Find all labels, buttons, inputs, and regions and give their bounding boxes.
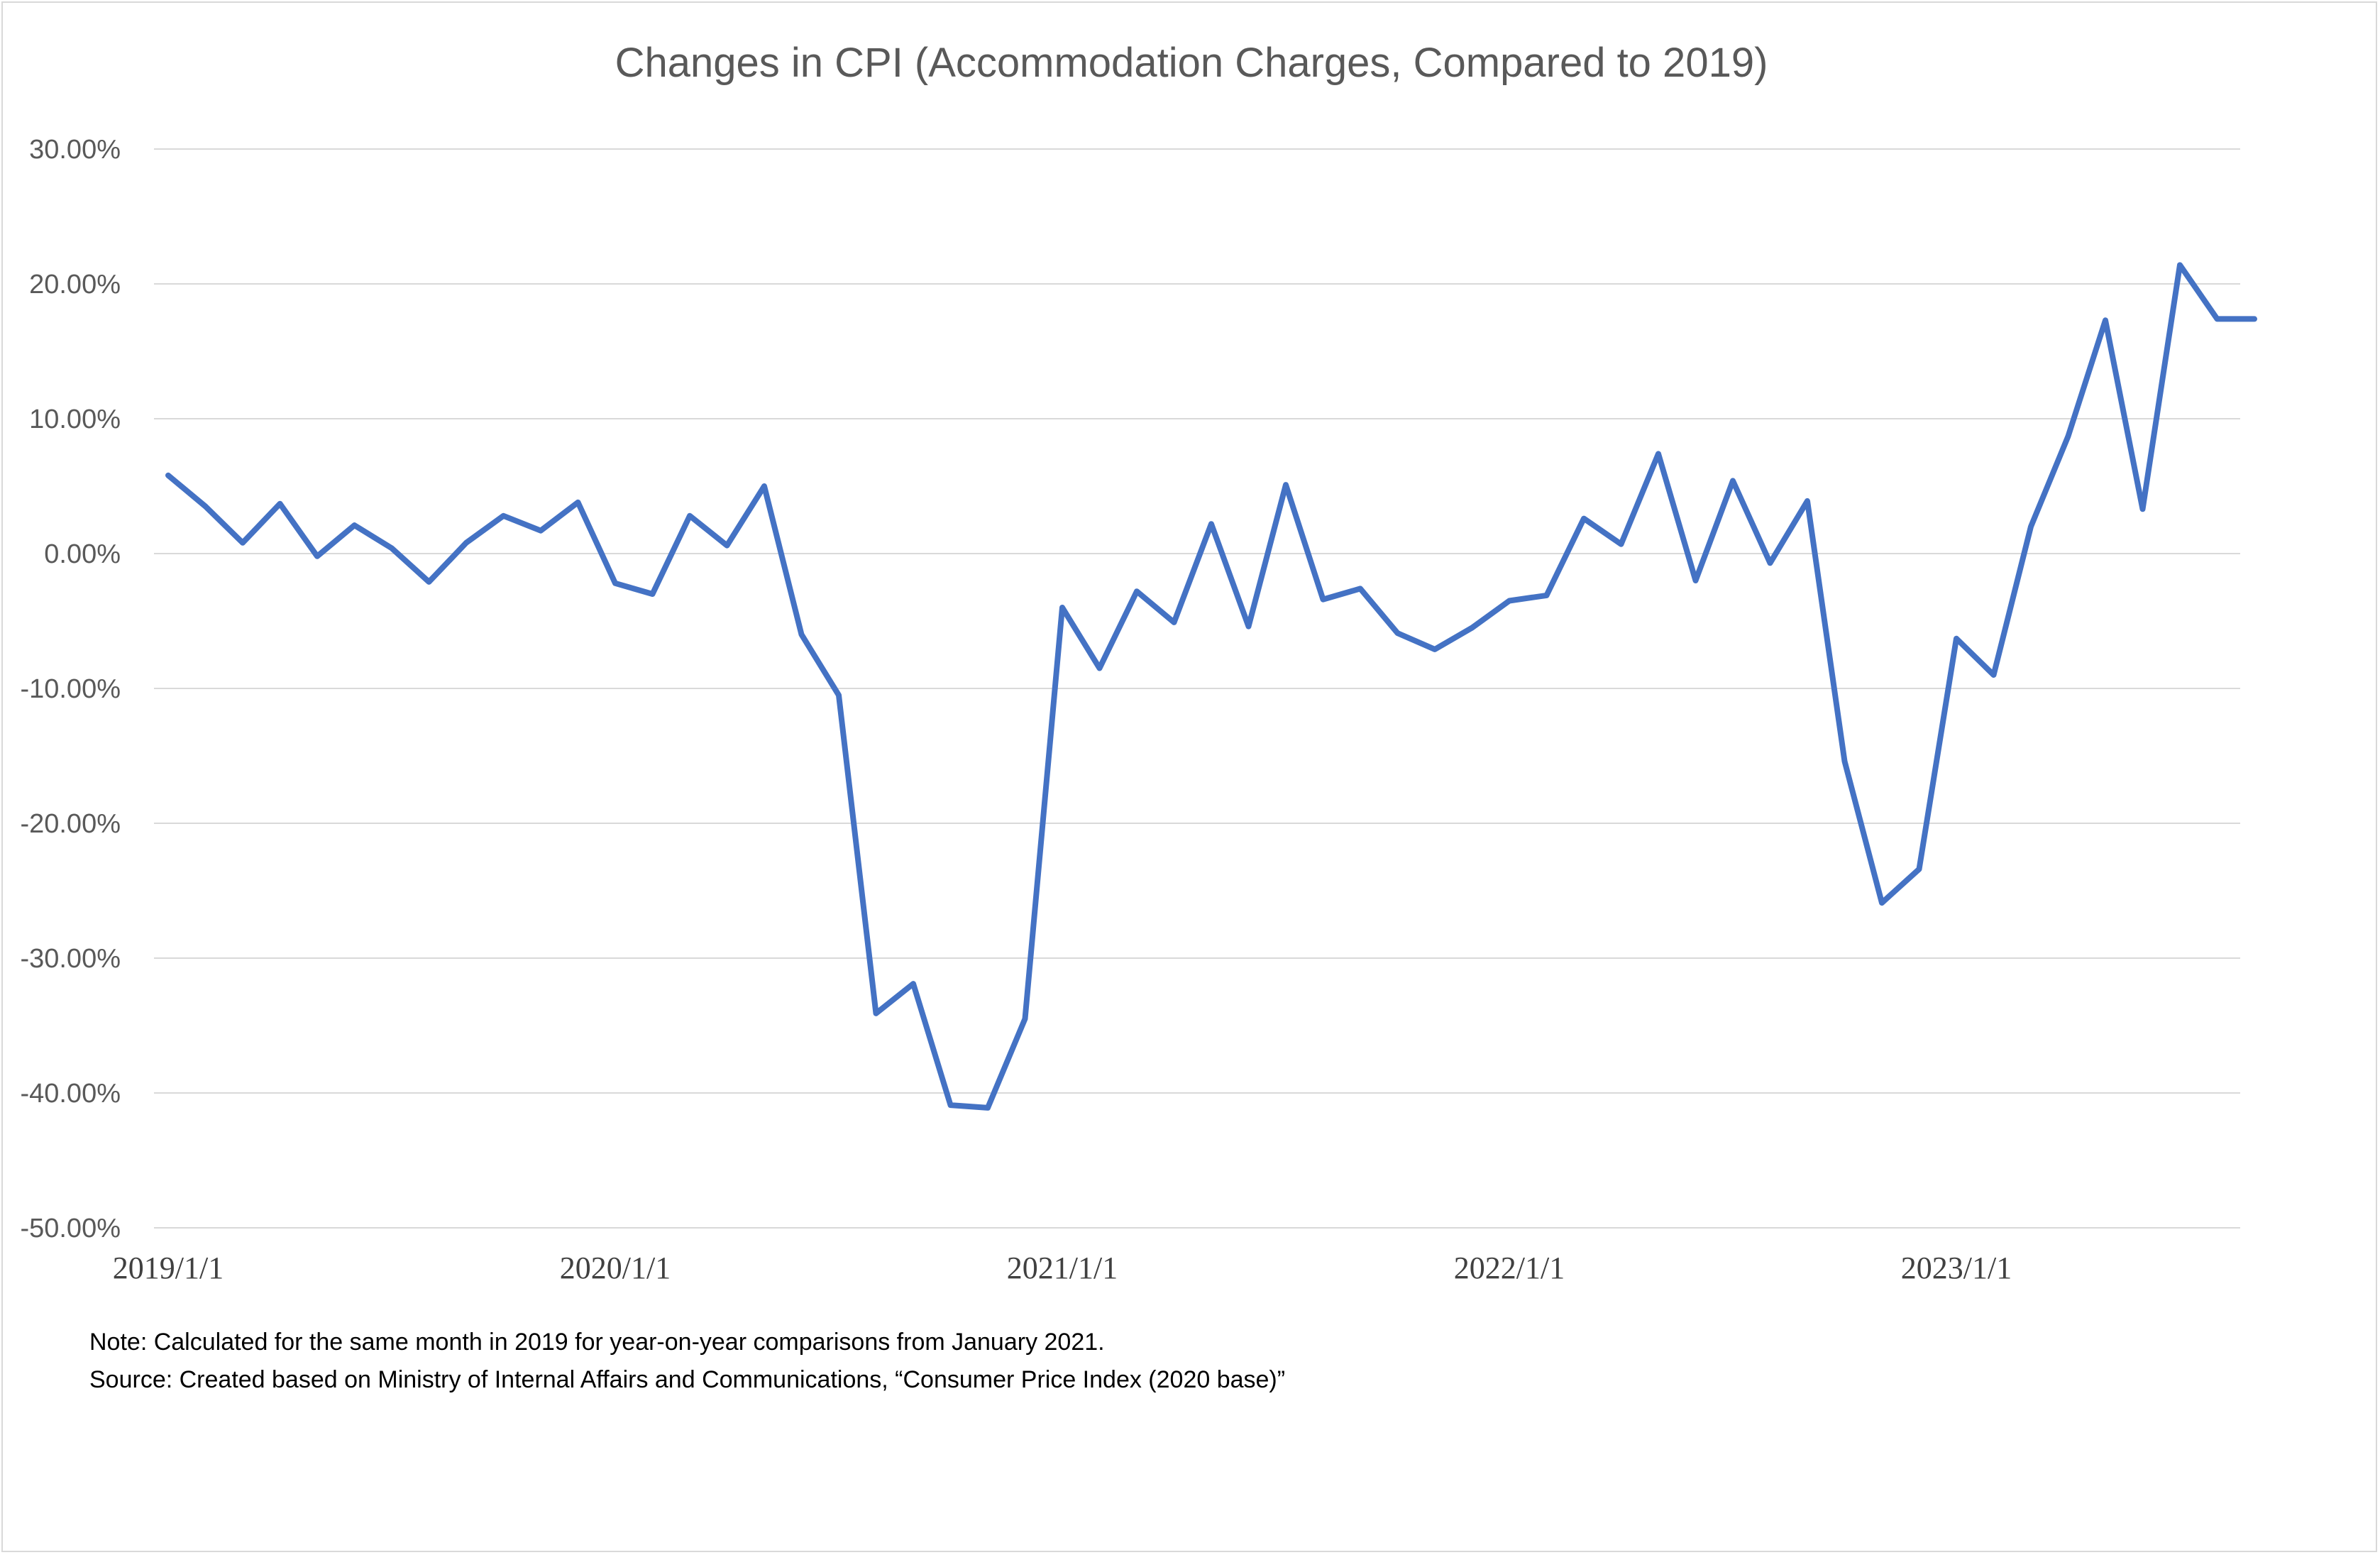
gridlines: [154, 148, 2240, 1229]
y-tick-label: -40.00%: [20, 1079, 121, 1109]
y-tick-label: 30.00%: [29, 135, 121, 165]
chart: Changes in CPI (Accommodation Charges, C…: [20, 40, 2257, 1285]
chart-note: Note: Calculated for the same month in 2…: [89, 1329, 1105, 1356]
y-tick-label: 0.00%: [44, 539, 121, 569]
y-tick-label: 20.00%: [29, 270, 121, 300]
chart-source: Source: Created based on Ministry of Int…: [89, 1366, 1286, 1393]
y-tick-label: -20.00%: [20, 809, 121, 839]
series-line: [165, 262, 2257, 1111]
x-tick-label: 2020/1/1: [560, 1251, 671, 1285]
y-tick-label: -30.00%: [20, 944, 121, 974]
y-axis-ticks: 30.00% 20.00% 10.00% 0.00% -10.00% -20.00% -30…: [20, 135, 121, 1243]
x-tick-label: 2021/1/1: [1007, 1251, 1118, 1285]
x-axis-ticks: 2019/1/1 2020/1/1 2021/1/1 2022/1/1 2023/1/1: [113, 1251, 2012, 1285]
chart-title: Changes in CPI (Accommodation Charges, C…: [615, 40, 1768, 86]
y-tick-label: -10.00%: [20, 674, 121, 704]
x-tick-label: 2019/1/1: [113, 1251, 224, 1285]
y-tick-label: -50.00%: [20, 1214, 121, 1243]
x-tick-label: 2023/1/1: [1901, 1251, 2012, 1285]
y-tick-label: 10.00%: [29, 405, 121, 434]
x-tick-label: 2022/1/1: [1454, 1251, 1565, 1285]
